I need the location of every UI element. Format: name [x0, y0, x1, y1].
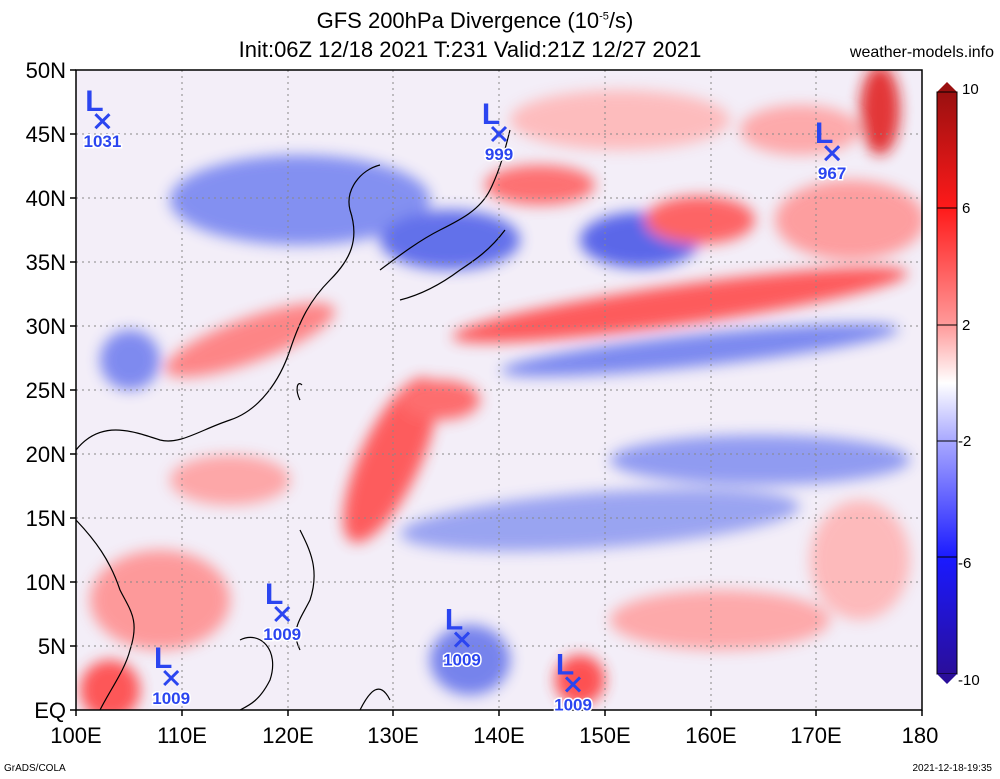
low-letter: L: [815, 117, 833, 150]
lon-label: 180: [902, 723, 939, 748]
credit-left: GrADS/COLA: [4, 763, 66, 774]
coastlines: [76, 129, 511, 710]
low-letter: L: [482, 98, 500, 131]
low-letter: L: [85, 85, 103, 118]
timestamp: 2021-12-18-19:35: [912, 763, 992, 774]
colorbar: 10 6 2 -2 -6 -10: [936, 81, 980, 689]
colorbar-label: 10: [962, 81, 979, 98]
axis-ticks: [70, 69, 923, 716]
low-center-x-icon: [163, 669, 180, 687]
divergence-field: [76, 70, 922, 710]
colorbar-label: -2: [958, 433, 971, 450]
low-pressure-markers: L 1031 L 999 L 967 L 1009 L 1009 L 1009 L 1009: [82, 85, 848, 716]
low-marker: L 967: [815, 117, 848, 185]
low-pressure-value: 967: [818, 164, 846, 183]
low-pressure-value: 1009: [263, 625, 301, 644]
low-letter: L: [445, 604, 463, 637]
low-pressure-value: 1009: [152, 689, 190, 708]
low-pressure-value: 1009: [443, 651, 481, 670]
lat-label: 10N: [26, 570, 66, 595]
low-center-x-icon: [453, 631, 471, 648]
lat-label: 30N: [26, 314, 66, 339]
low-marker: L 1009: [262, 578, 303, 646]
low-marker: L 1009: [442, 604, 483, 672]
lat-label: 35N: [26, 250, 66, 275]
low-marker: L 1009: [553, 648, 594, 716]
lon-label: 170E: [790, 723, 841, 748]
colorbar-label: -10: [958, 672, 980, 689]
low-center-x-icon: [564, 676, 582, 693]
title-line-2: Init:06Z 12/18 2021 T:231 Valid:21Z 12/2…: [238, 37, 702, 62]
lon-label: 160E: [685, 723, 736, 748]
lon-label: 150E: [579, 723, 630, 748]
lon-label: 110E: [157, 723, 207, 748]
lat-label: 40N: [26, 186, 66, 211]
lat-label: 20N: [26, 442, 66, 467]
site-label: weather-models.info: [849, 44, 994, 61]
lat-label: 5N: [38, 634, 66, 659]
colorbar-label: -6: [958, 555, 971, 572]
colorbar-label: 6: [962, 200, 970, 217]
lat-label: 15N: [26, 506, 66, 531]
lat-label: EQ: [34, 698, 66, 723]
lon-label: 120E: [262, 723, 313, 748]
low-center-x-icon: [94, 113, 111, 130]
low-pressure-value: 1031: [84, 132, 122, 151]
lat-label: 50N: [26, 58, 66, 83]
low-letter: L: [154, 642, 172, 675]
lat-label: 25N: [26, 378, 66, 403]
low-letter: L: [265, 578, 283, 611]
low-pressure-value: 999: [485, 145, 513, 164]
lon-label: 140E: [473, 723, 524, 748]
grid-lines: [76, 70, 922, 710]
low-center-x-icon: [490, 125, 508, 143]
low-marker: L 1009: [151, 642, 192, 710]
lon-label: 100E: [50, 723, 101, 748]
low-marker: L 999: [482, 98, 515, 166]
low-center-x-icon: [824, 145, 841, 162]
lat-label: 45N: [26, 122, 66, 147]
title-line-1: GFS 200hPa Divergence (10-5/s): [316, 8, 634, 33]
low-pressure-value: 1009: [554, 695, 592, 714]
colorbar-label: 2: [962, 317, 970, 334]
low-center-x-icon: [274, 605, 291, 623]
low-letter: L: [556, 648, 574, 681]
lon-label: 130E: [367, 723, 418, 748]
low-marker: L 1031: [82, 85, 123, 153]
